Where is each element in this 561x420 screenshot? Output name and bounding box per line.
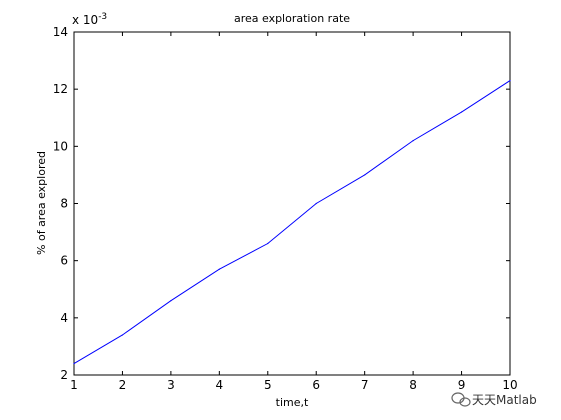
y-tick-label: 14 [53,25,68,39]
data-point [412,140,414,142]
chart-title: area exploration rate [234,12,350,25]
x-axis-label: time,t [276,396,309,409]
y-exponent-base: x 10 [72,13,98,27]
series-layer [73,79,511,365]
y-exponent-power: -3 [98,12,107,22]
x-tick-label: 9 [458,378,466,392]
x-tick-label: 2 [119,378,127,392]
x-tick-label: 7 [361,378,369,392]
data-point [121,334,124,336]
x-tick-label: 4 [216,378,224,392]
data-point [315,202,317,205]
y-tick-label: 2 [60,368,68,382]
data-point [170,300,172,302]
y-axis-label: % of area explored [35,151,48,255]
series-line [73,80,511,364]
x-tick-label: 3 [167,378,175,392]
data-point [460,111,463,113]
y-tick-label: 6 [60,254,68,268]
data-point [509,79,511,82]
data-point [73,362,75,365]
x-axis: 1 2 3 4 5 6 7 8 9 10 [70,32,518,392]
x-tick-label: 5 [264,378,272,392]
watermark-text: 天天Matlab [472,393,537,407]
data-point [267,242,269,245]
data-point [364,174,366,176]
wechat-icon [451,392,471,407]
y-tick-label: 4 [60,311,68,325]
x-tick-label: 10 [502,378,517,392]
x-tick-label: 8 [409,378,417,392]
y-tick-label: 10 [53,139,68,153]
y-tick-label: 8 [60,197,68,211]
x-tick-label: 6 [312,378,320,392]
y-axis: 2 4 6 8 10 12 14 [53,25,510,382]
y-exponent-label: x 10-3 [72,12,107,27]
data-point [218,268,220,270]
watermark: 天天Matlab [451,392,537,407]
y-tick-label: 12 [53,82,68,96]
x-tick-label: 1 [70,378,78,392]
